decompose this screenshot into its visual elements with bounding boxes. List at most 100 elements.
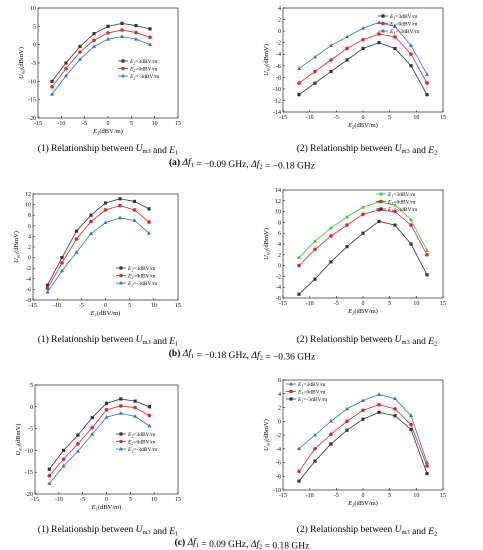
data-point [361, 46, 365, 51]
data-point [50, 79, 54, 83]
x-tick-label: 0 [362, 301, 365, 307]
legend: E1=3dBV/m E1=0dBV/mE1=-3dBV/m [376, 191, 418, 213]
legend-label: E2=-3dBV/m [129, 74, 160, 80]
x-tick-label: 10 [152, 121, 158, 127]
series-line-2 [298, 404, 428, 472]
data-point [148, 35, 152, 40]
data-point [133, 414, 138, 418]
x-tick-label: 5 [388, 301, 391, 307]
x-tick-label: 10 [413, 115, 419, 121]
data-point [118, 203, 122, 208]
y-tick-label: -2 [26, 266, 31, 272]
data-point [90, 416, 94, 420]
y-tick-label: 0 [30, 405, 33, 411]
y-tick-label: 8 [28, 213, 31, 219]
x-tick-label: -15 [279, 493, 287, 499]
data-point [329, 69, 333, 74]
data-point [47, 481, 52, 485]
data-point [409, 223, 413, 227]
y-tick-label: 2 [278, 406, 281, 412]
data-point [47, 473, 52, 478]
y-tick-label: 4 [278, 242, 281, 248]
x-tick-label: -5 [334, 301, 339, 307]
y-tick-label: 10 [25, 203, 31, 209]
chart-c2: -15 -10 -5 0 5 10 15-10-8-6-4-20246E2(dBV/m)Um… [263, 378, 446, 508]
y-tick-label: -8 [276, 474, 281, 480]
data-point [425, 81, 429, 85]
y-tick-label: -10 [25, 448, 33, 454]
x-tick-label: -10 [53, 303, 61, 309]
x-tick-label: -15 [279, 115, 287, 121]
series-line-3 [47, 217, 150, 293]
y-tick-label: 0 [278, 29, 281, 35]
data-point [118, 215, 122, 220]
data-point [345, 46, 349, 51]
y-tick-label: 0 [278, 419, 281, 425]
legend: E1=3dBV/m E1=0dBV/mE1=-3dBV/m [286, 381, 328, 403]
y-tick-label: 6 [28, 224, 31, 230]
data-point [361, 212, 365, 217]
data-point [118, 411, 123, 415]
y-tick-label: -10 [273, 488, 281, 494]
data-point [361, 408, 365, 413]
data-point [64, 66, 68, 71]
y-tick-label: -14 [273, 110, 281, 116]
legend-marker [289, 389, 293, 394]
x-tick-label: 15 [440, 493, 446, 499]
legend-label: E2=-3dBV/m [127, 281, 158, 287]
data-point [377, 410, 381, 414]
data-point [393, 209, 397, 214]
data-point [132, 208, 137, 212]
y-tick-label: -20 [25, 492, 33, 498]
legend-marker [379, 199, 383, 204]
data-point [361, 26, 365, 30]
caption-a_row: (a) Δf1 = −0.09 GHz, Δf2 = −0.18 GHz [169, 157, 315, 172]
data-point [297, 93, 301, 97]
data-point [61, 457, 66, 461]
x-tick-label: 10 [413, 301, 419, 307]
legend-marker [381, 14, 385, 18]
y-tick-label: 10 [30, 6, 36, 12]
legend-label: E1=3dBV/m [389, 14, 418, 20]
y-tick-label: 5 [33, 24, 36, 30]
y-tick-label: -2 [276, 41, 281, 47]
data-point [409, 217, 413, 222]
x-tick-label: 5 [388, 115, 391, 121]
data-point [90, 425, 94, 430]
data-point [297, 81, 301, 85]
x-axis-label: E2(dBV/m) [347, 308, 378, 316]
data-point [345, 419, 349, 424]
y-tick-label: 5 [30, 383, 33, 389]
data-point [313, 277, 317, 281]
legend-label: E1=-3dBV/m [297, 397, 328, 403]
caption-c2: (2) Relationship between Um3 and E2 [297, 524, 438, 538]
data-point [377, 41, 381, 45]
data-point [393, 24, 397, 28]
data-point [329, 43, 333, 47]
data-point [120, 34, 124, 38]
data-point [345, 223, 349, 227]
data-point [133, 399, 137, 403]
data-point [45, 283, 50, 287]
y-axis-label: Um3(dBmV) [263, 44, 271, 76]
legend-marker [119, 439, 123, 444]
data-point [297, 66, 301, 71]
data-point [361, 417, 365, 421]
data-point [297, 263, 301, 268]
data-point [425, 464, 429, 468]
chart-a2: -15 -10 -5 0 5 10 15 -14 -12 -10 -8 -6 -4 -2 0 2 4 E2(dBV… [263, 6, 446, 130]
x-tick-label: 15 [175, 497, 181, 503]
y-tick-label: 0 [33, 43, 36, 49]
data-point [329, 58, 333, 62]
series-line-3 [298, 411, 428, 482]
y-tick-label: 4 [278, 6, 281, 12]
data-point [74, 229, 79, 233]
legend: E1=3dBV/m E1=0dBV/mE1=-3dBV/m [378, 14, 420, 35]
data-point [119, 404, 123, 408]
y-tick-label: 6 [278, 378, 281, 384]
data-point [377, 32, 381, 36]
data-point [329, 432, 333, 437]
data-point [425, 93, 429, 97]
data-point [103, 208, 108, 212]
